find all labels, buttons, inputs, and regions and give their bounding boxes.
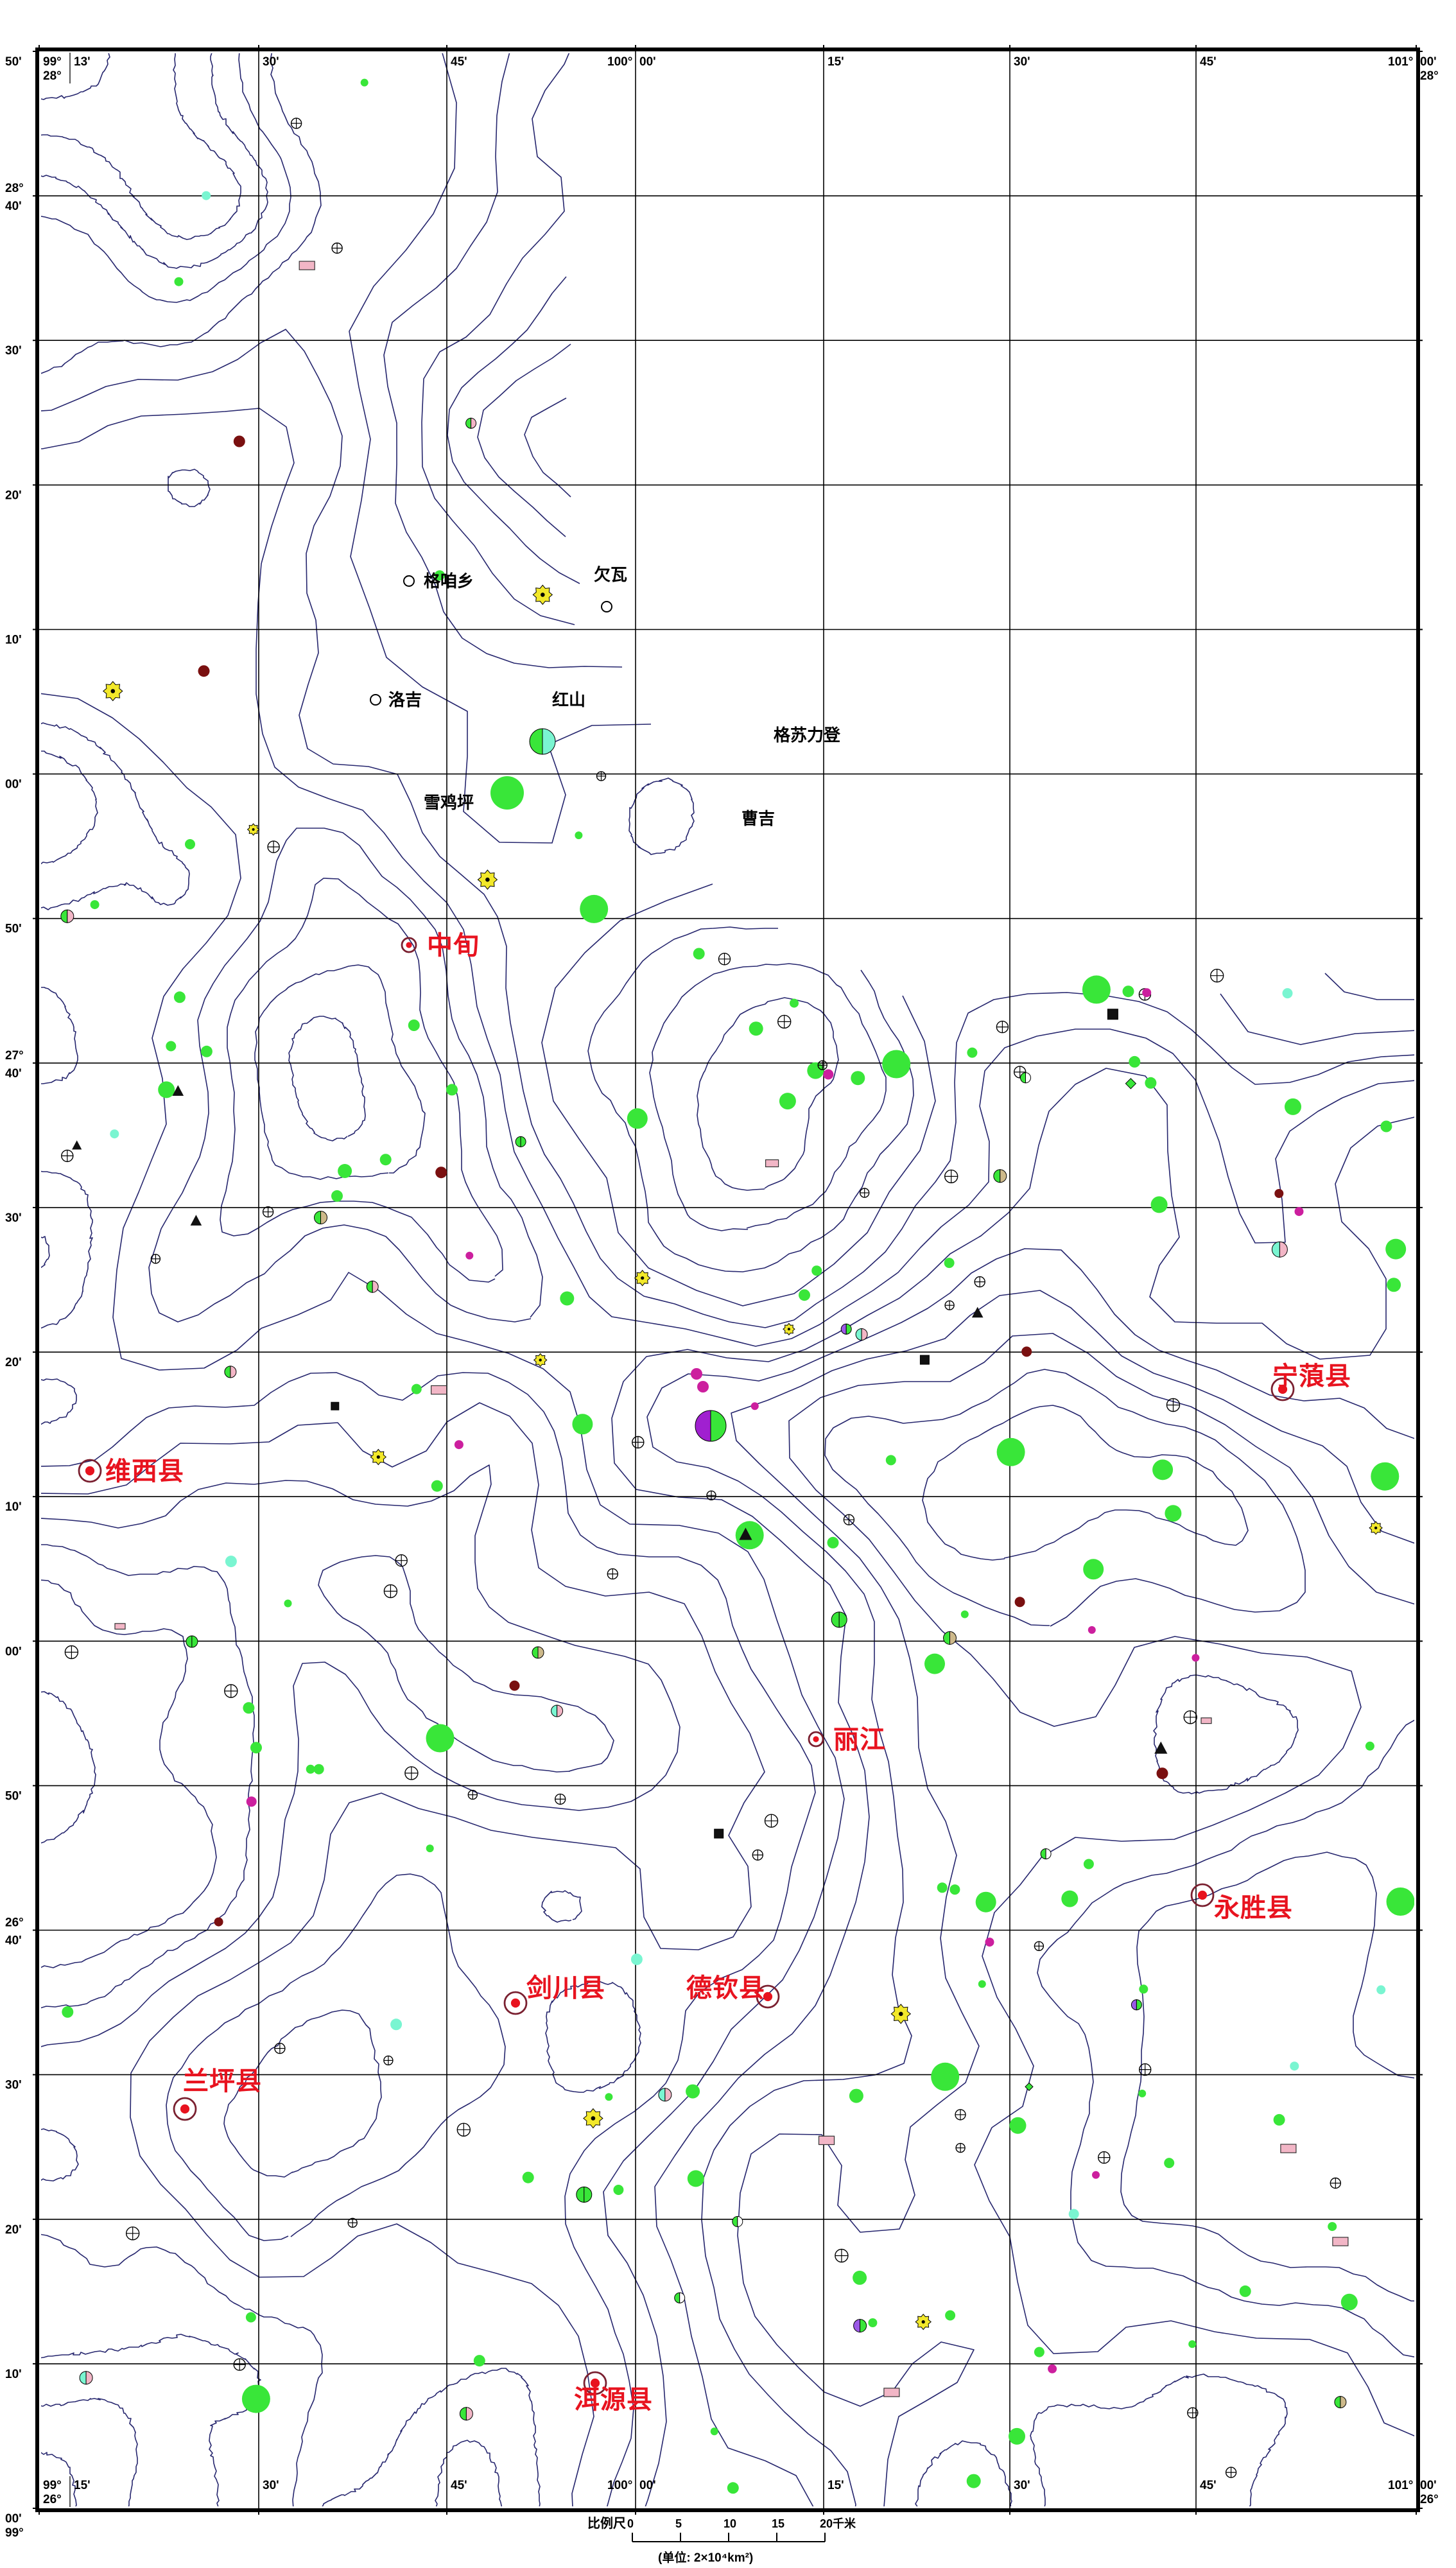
svg-text:28°: 28° [5, 182, 24, 195]
svg-text:比例尺: 比例尺 [587, 2515, 626, 2531]
svg-text:00': 00' [639, 2479, 656, 2492]
svg-text:中旬: 中旬 [427, 932, 480, 960]
svg-text:30': 30' [263, 55, 279, 69]
svg-text:雪鸡坪: 雪鸡坪 [424, 793, 474, 812]
svg-text:28°: 28° [43, 69, 62, 83]
svg-text:40': 40' [5, 1934, 22, 1948]
svg-text:30': 30' [5, 344, 22, 358]
svg-text:00': 00' [639, 55, 656, 69]
svg-text:30': 30' [5, 1211, 22, 1225]
svg-text:永胜县: 永胜县 [1214, 1894, 1293, 1922]
svg-text:格咱乡: 格咱乡 [424, 571, 474, 591]
svg-text:00': 00' [1420, 2479, 1437, 2492]
svg-text:50': 50' [5, 923, 22, 936]
svg-text:99°: 99° [43, 55, 62, 69]
svg-text:00': 00' [5, 1645, 22, 1658]
svg-text:15: 15 [772, 2517, 784, 2530]
svg-text:洱源县: 洱源县 [574, 2386, 653, 2414]
svg-text:99°: 99° [5, 2526, 24, 2540]
svg-text:45': 45' [451, 55, 467, 69]
svg-text:26°: 26° [5, 1916, 24, 1930]
svg-text:10': 10' [5, 634, 22, 647]
svg-text:曹吉: 曹吉 [741, 809, 775, 828]
svg-text:101°: 101° [1388, 2479, 1413, 2492]
svg-text:27°: 27° [5, 1049, 24, 1063]
svg-text:15': 15' [74, 2479, 91, 2492]
svg-text:99°: 99° [43, 2479, 62, 2492]
svg-text:德钦县: 德钦县 [686, 1974, 765, 2002]
svg-text:30': 30' [1014, 2479, 1030, 2492]
svg-text:格苏力登: 格苏力登 [774, 725, 841, 745]
svg-text:40': 40' [5, 200, 22, 213]
svg-text:10': 10' [5, 2368, 22, 2381]
svg-text:00': 00' [1420, 55, 1437, 69]
svg-text:10': 10' [5, 1500, 22, 1514]
svg-text:26°: 26° [1420, 2493, 1439, 2506]
svg-text:丽江: 丽江 [833, 1726, 886, 1754]
svg-text:0: 0 [627, 2517, 634, 2530]
svg-text:26°: 26° [43, 2493, 62, 2506]
svg-text:20千米: 20千米 [820, 2517, 856, 2530]
svg-text:30': 30' [1014, 55, 1030, 69]
svg-text:(单位: 2×10⁴km²): (单位: 2×10⁴km²) [658, 2550, 753, 2565]
svg-text:15': 15' [828, 55, 844, 69]
svg-text:宁蒗县: 宁蒗县 [1272, 1362, 1351, 1391]
svg-text:维西县: 维西县 [105, 1457, 184, 1486]
svg-text:20': 20' [5, 489, 22, 502]
svg-text:红山: 红山 [552, 690, 585, 709]
svg-text:28°: 28° [1420, 69, 1439, 83]
svg-text:00': 00' [5, 778, 22, 792]
svg-text:50': 50' [5, 1789, 22, 1803]
svg-text:20': 20' [5, 1356, 22, 1369]
svg-text:45': 45' [1200, 55, 1217, 69]
svg-text:101°: 101° [1388, 55, 1413, 69]
svg-text:100°: 100° [607, 55, 632, 69]
svg-text:欠瓦: 欠瓦 [594, 565, 627, 584]
svg-text:剑川县: 剑川县 [526, 1974, 605, 2002]
svg-text:30': 30' [263, 2479, 279, 2492]
svg-text:5: 5 [675, 2517, 682, 2530]
svg-text:100°: 100° [607, 2479, 632, 2492]
svg-text:兰坪县: 兰坪县 [183, 2067, 262, 2095]
svg-text:45': 45' [1200, 2479, 1217, 2492]
svg-text:10: 10 [724, 2517, 736, 2530]
svg-text:30': 30' [5, 2079, 22, 2092]
svg-text:15': 15' [828, 2479, 844, 2492]
svg-text:20': 20' [5, 2223, 22, 2237]
svg-text:45': 45' [451, 2479, 467, 2492]
svg-text:40': 40' [5, 1067, 22, 1080]
svg-text:洛吉: 洛吉 [388, 690, 422, 709]
svg-text:13': 13' [74, 55, 91, 69]
svg-text:50': 50' [5, 55, 22, 69]
svg-text:00': 00' [5, 2512, 22, 2526]
